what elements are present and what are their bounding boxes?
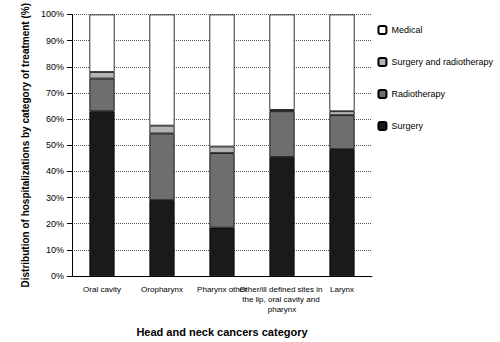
svg-text:50%: 50% — [46, 140, 64, 150]
svg-text:Surgery and radiotherapy: Surgery and radiotherapy — [391, 57, 493, 67]
svg-text:Distribution of hospitalizatio: Distribution of hospitalizations by cate… — [20, 3, 31, 287]
svg-text:pharynx: pharynx — [268, 305, 296, 314]
svg-text:Other/ill defined sites in: Other/ill defined sites in — [239, 285, 324, 294]
svg-text:40%: 40% — [46, 166, 64, 176]
svg-text:Oropharynx: Oropharynx — [141, 285, 183, 294]
svg-text:Head and neck cancers category: Head and neck cancers category — [136, 326, 308, 338]
svg-text:0%: 0% — [51, 271, 64, 281]
svg-text:the lip, oral cavity and: the lip, oral cavity and — [242, 295, 322, 304]
svg-text:90%: 90% — [46, 36, 64, 46]
svg-text:Oral cavity: Oral cavity — [83, 285, 121, 294]
svg-text:80%: 80% — [46, 62, 64, 72]
svg-text:Pharynx other: Pharynx other — [197, 284, 247, 294]
svg-text:Larynx: Larynx — [330, 285, 354, 294]
svg-text:70%: 70% — [46, 88, 64, 98]
svg-text:30%: 30% — [46, 193, 64, 203]
svg-text:Radiotherapy: Radiotherapy — [391, 89, 445, 99]
svg-text:Medical: Medical — [391, 25, 422, 35]
svg-text:20%: 20% — [46, 219, 64, 229]
svg-text:60%: 60% — [46, 114, 64, 124]
svg-text:10%: 10% — [46, 245, 64, 255]
svg-text:100%: 100% — [41, 9, 64, 19]
svg-text:Surgery: Surgery — [391, 121, 423, 131]
